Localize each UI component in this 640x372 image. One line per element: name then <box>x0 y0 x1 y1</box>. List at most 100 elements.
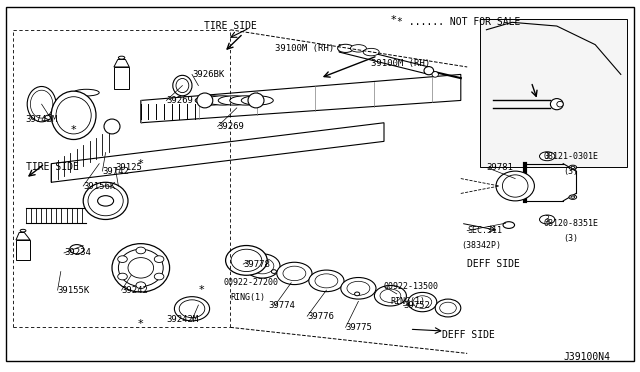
Text: 39752: 39752 <box>403 301 430 310</box>
Ellipse shape <box>557 101 563 107</box>
Circle shape <box>540 215 555 224</box>
Ellipse shape <box>31 90 53 118</box>
Ellipse shape <box>207 96 239 105</box>
Text: DEFF SIDE: DEFF SIDE <box>442 330 495 340</box>
Ellipse shape <box>226 246 268 275</box>
Ellipse shape <box>315 274 338 288</box>
Text: 39242M: 39242M <box>166 315 198 324</box>
Text: 39775: 39775 <box>346 323 372 332</box>
Text: 39155K: 39155K <box>58 286 90 295</box>
Text: * ...... NOT FOR SALE: * ...... NOT FOR SALE <box>397 17 520 27</box>
Ellipse shape <box>435 299 461 317</box>
Ellipse shape <box>571 166 575 169</box>
Text: J39100N4: J39100N4 <box>563 352 610 362</box>
Ellipse shape <box>74 89 99 96</box>
Ellipse shape <box>355 292 360 296</box>
Ellipse shape <box>173 75 192 96</box>
Polygon shape <box>16 232 30 240</box>
Text: (3): (3) <box>563 167 578 176</box>
Ellipse shape <box>45 114 70 121</box>
Ellipse shape <box>230 96 262 105</box>
Bar <box>114 67 129 89</box>
Bar <box>16 240 30 260</box>
Ellipse shape <box>88 186 124 216</box>
Ellipse shape <box>569 165 577 170</box>
Ellipse shape <box>244 254 280 278</box>
Ellipse shape <box>271 270 276 273</box>
Ellipse shape <box>380 289 401 302</box>
Text: 39781: 39781 <box>486 163 513 172</box>
Text: SEC.311: SEC.311 <box>467 226 502 235</box>
Polygon shape <box>141 74 461 123</box>
Ellipse shape <box>408 292 437 312</box>
Ellipse shape <box>197 93 212 108</box>
Text: *: * <box>138 319 143 328</box>
Text: (38342P): (38342P) <box>461 241 500 250</box>
Ellipse shape <box>251 258 274 274</box>
Ellipse shape <box>308 270 344 292</box>
Ellipse shape <box>70 245 84 254</box>
Text: 39125: 39125 <box>115 163 142 172</box>
Ellipse shape <box>502 175 528 197</box>
Text: 39778: 39778 <box>243 260 270 269</box>
Ellipse shape <box>20 229 26 232</box>
Ellipse shape <box>364 48 380 56</box>
Ellipse shape <box>176 78 189 93</box>
Ellipse shape <box>154 273 164 280</box>
Ellipse shape <box>128 257 154 278</box>
Text: 39774: 39774 <box>269 301 296 310</box>
Text: 00922-27200: 00922-27200 <box>224 278 279 287</box>
Text: *: * <box>199 285 204 295</box>
Text: 39742: 39742 <box>102 167 129 176</box>
Text: 39269: 39269 <box>218 122 244 131</box>
Ellipse shape <box>571 196 575 198</box>
Text: 3: 3 <box>545 215 550 224</box>
Ellipse shape <box>231 249 262 272</box>
Text: 39234: 39234 <box>64 248 91 257</box>
Ellipse shape <box>374 286 406 306</box>
Ellipse shape <box>118 56 125 59</box>
Ellipse shape <box>28 86 56 122</box>
Ellipse shape <box>64 97 90 104</box>
Ellipse shape <box>351 45 367 52</box>
Ellipse shape <box>118 273 127 280</box>
Ellipse shape <box>83 182 128 219</box>
Text: 39242: 39242 <box>122 286 148 295</box>
Ellipse shape <box>136 282 146 289</box>
Ellipse shape <box>112 244 170 292</box>
Text: 39156K: 39156K <box>83 182 115 190</box>
Ellipse shape <box>54 106 80 112</box>
Text: *: * <box>390 16 396 25</box>
Polygon shape <box>114 60 129 67</box>
Ellipse shape <box>218 96 250 105</box>
Ellipse shape <box>118 256 127 263</box>
Polygon shape <box>339 45 429 74</box>
Circle shape <box>540 152 555 161</box>
Ellipse shape <box>432 71 438 77</box>
Text: 3926BK: 3926BK <box>192 70 224 79</box>
Ellipse shape <box>496 171 534 201</box>
Text: *: * <box>138 159 143 169</box>
Text: 08120-8351E: 08120-8351E <box>544 219 599 228</box>
Ellipse shape <box>341 278 376 299</box>
Ellipse shape <box>440 302 456 314</box>
Ellipse shape <box>154 256 164 263</box>
Text: TIRE SIDE: TIRE SIDE <box>204 21 257 31</box>
Ellipse shape <box>104 119 120 134</box>
Ellipse shape <box>248 93 264 108</box>
Ellipse shape <box>51 91 96 140</box>
Text: 00922-13500: 00922-13500 <box>384 282 439 291</box>
Text: 39269: 39269 <box>166 96 193 105</box>
Text: 08121-0301E: 08121-0301E <box>544 152 599 161</box>
Text: RING(1): RING(1) <box>230 293 266 302</box>
Text: RING(1): RING(1) <box>390 297 426 306</box>
Text: 39100M (RH): 39100M (RH) <box>275 44 334 53</box>
Ellipse shape <box>98 196 114 206</box>
Bar <box>480 19 627 167</box>
Text: *: * <box>71 125 76 135</box>
Ellipse shape <box>424 67 434 75</box>
Text: 39742M: 39742M <box>26 115 58 124</box>
Ellipse shape <box>283 266 306 281</box>
Ellipse shape <box>56 97 92 134</box>
Ellipse shape <box>550 99 563 110</box>
